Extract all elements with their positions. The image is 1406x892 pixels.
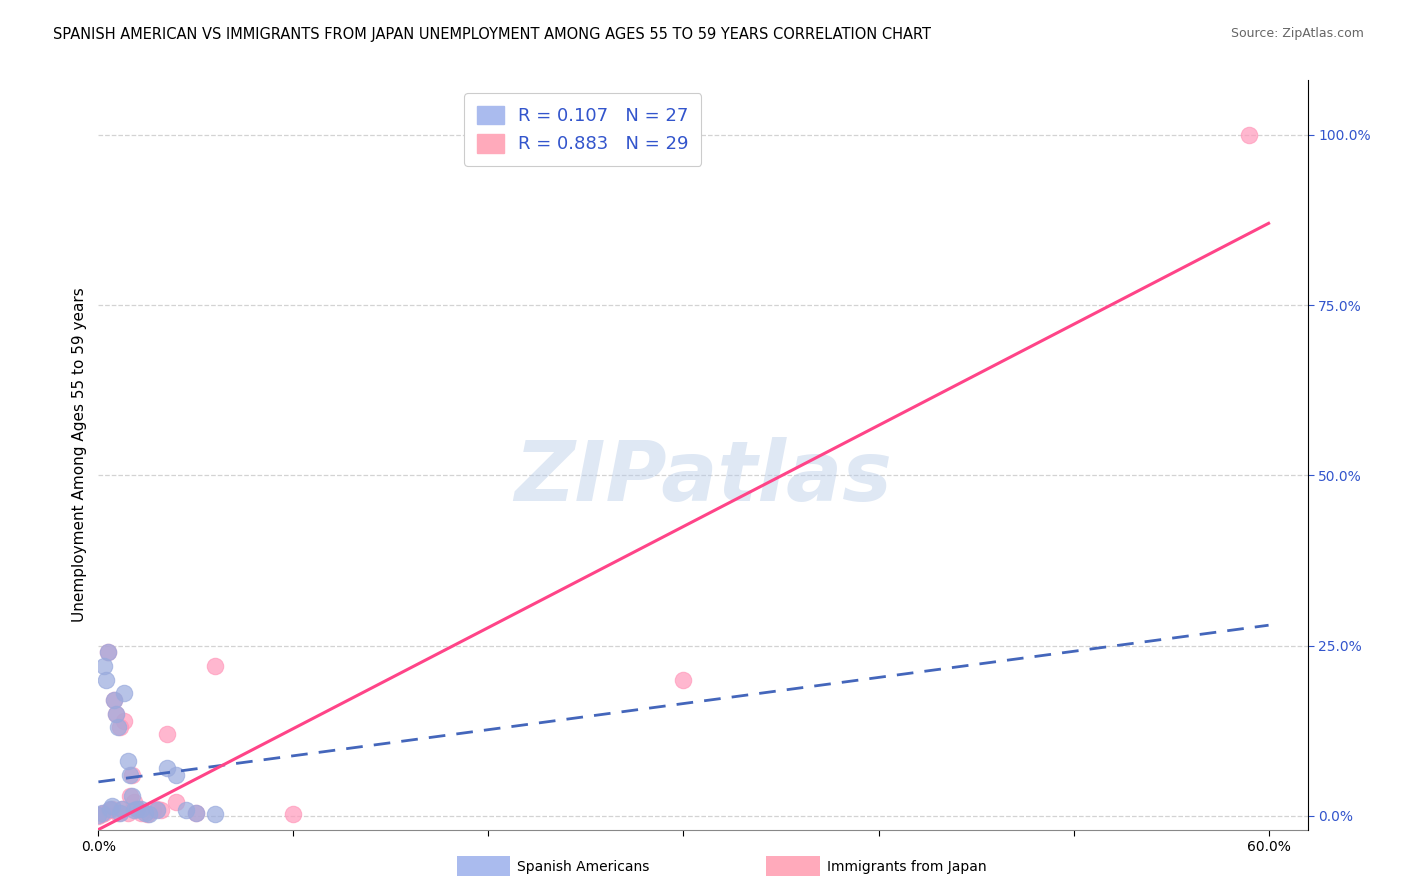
Point xyxy=(121,789,143,803)
Point xyxy=(174,804,197,818)
Point xyxy=(101,798,124,813)
Point xyxy=(184,805,207,820)
Point xyxy=(101,802,124,816)
Point xyxy=(107,720,129,734)
Point xyxy=(142,804,165,818)
Point xyxy=(672,673,695,687)
Point xyxy=(131,805,153,820)
Point xyxy=(117,755,139,769)
Point xyxy=(93,659,115,673)
Point xyxy=(283,806,305,821)
Point xyxy=(122,804,145,818)
Y-axis label: Unemployment Among Ages 55 to 59 years: Unemployment Among Ages 55 to 59 years xyxy=(72,287,87,623)
Point xyxy=(112,686,135,700)
Point xyxy=(104,706,127,721)
Point xyxy=(91,806,114,821)
Point xyxy=(108,805,131,820)
Point xyxy=(104,706,127,721)
Point xyxy=(138,806,160,821)
Text: Immigrants from Japan: Immigrants from Japan xyxy=(827,860,987,874)
Point xyxy=(97,645,120,659)
Point xyxy=(121,768,143,782)
Point xyxy=(204,806,226,821)
Point xyxy=(1237,128,1260,142)
Point xyxy=(146,802,169,816)
Point xyxy=(108,720,131,734)
Point xyxy=(103,693,125,707)
Point xyxy=(134,805,156,820)
Point xyxy=(107,805,129,820)
Point xyxy=(93,805,115,820)
Point xyxy=(98,802,121,816)
Point xyxy=(136,806,159,821)
Point xyxy=(204,659,226,673)
Point xyxy=(131,802,153,816)
Text: SPANISH AMERICAN VS IMMIGRANTS FROM JAPAN UNEMPLOYMENT AMONG AGES 55 TO 59 YEARS: SPANISH AMERICAN VS IMMIGRANTS FROM JAPA… xyxy=(53,27,931,42)
Text: ZIPatlas: ZIPatlas xyxy=(515,437,891,518)
Point xyxy=(91,805,114,820)
Point xyxy=(146,804,169,818)
Point xyxy=(156,727,179,741)
Legend: R = 0.107   N = 27, R = 0.883   N = 29: R = 0.107 N = 27, R = 0.883 N = 29 xyxy=(464,93,702,166)
Point xyxy=(97,645,120,659)
Point xyxy=(184,805,207,820)
Point xyxy=(103,693,125,707)
Point xyxy=(87,807,110,822)
Point xyxy=(111,802,134,816)
Point xyxy=(165,768,187,782)
Point xyxy=(127,802,149,816)
Text: Spanish Americans: Spanish Americans xyxy=(517,860,650,874)
Point xyxy=(118,789,141,803)
Point xyxy=(165,795,187,809)
Point xyxy=(122,795,145,809)
Point xyxy=(118,768,141,782)
Point xyxy=(111,802,134,816)
Point xyxy=(127,802,149,816)
Point xyxy=(98,804,121,818)
Text: Source: ZipAtlas.com: Source: ZipAtlas.com xyxy=(1230,27,1364,40)
Point xyxy=(96,673,118,687)
Point xyxy=(117,805,139,820)
Point xyxy=(112,714,135,728)
Point xyxy=(156,761,179,775)
Point xyxy=(87,809,110,823)
Point xyxy=(149,804,172,818)
